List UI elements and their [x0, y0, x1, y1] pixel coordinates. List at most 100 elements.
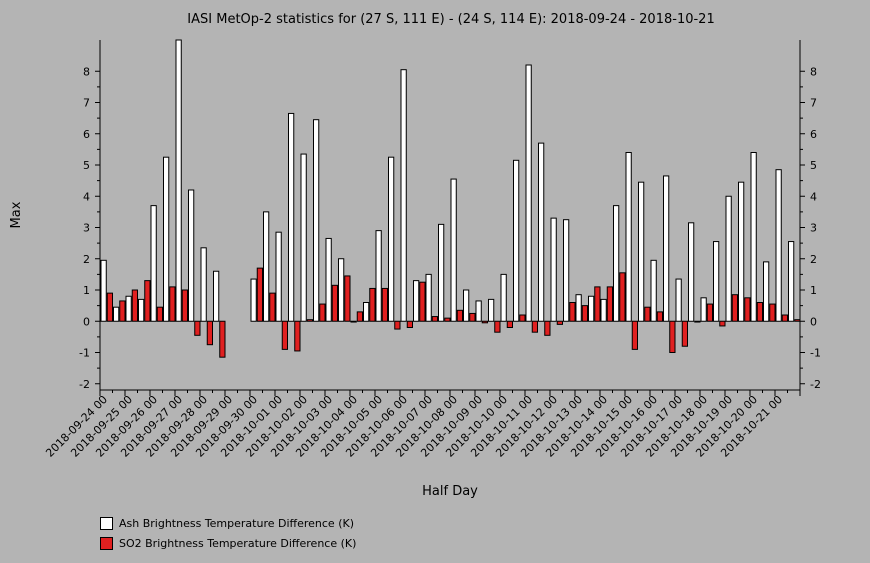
so2-bar — [344, 275, 351, 322]
ash-bar — [788, 241, 795, 322]
ash-bar — [163, 156, 170, 322]
ash-bar — [350, 320, 357, 323]
so2-bar — [219, 320, 226, 358]
ash-bar — [775, 169, 782, 322]
y-tick-label-left: 1 — [83, 284, 90, 297]
so2-bar — [519, 314, 526, 322]
y-tick-label-right: -2 — [810, 378, 821, 391]
ash-bar — [125, 295, 132, 322]
ash-bar — [113, 306, 120, 322]
ash-bar — [325, 237, 332, 322]
so2-bar — [419, 281, 426, 322]
ash-bar — [700, 297, 707, 322]
ash-bar — [300, 153, 307, 322]
ash-bar — [313, 119, 320, 322]
ash-bar — [513, 159, 520, 322]
so2-bar — [169, 286, 176, 322]
so2-bar — [331, 284, 338, 322]
legend-swatch-ash — [100, 516, 113, 530]
legend: Ash Brightness Temperature Difference (K… — [100, 513, 356, 553]
y-tick-label-right: 0 — [810, 315, 817, 328]
so2-bar — [794, 319, 801, 322]
x-axis-label: Half Day — [422, 484, 478, 499]
y-tick-label-right: 3 — [810, 222, 817, 235]
so2-bar — [531, 320, 538, 333]
so2-bar — [731, 294, 738, 322]
so2-bar — [306, 319, 313, 322]
so2-bar — [506, 320, 513, 328]
so2-bar — [456, 309, 463, 322]
ash-bar — [188, 189, 195, 322]
ash-bar — [663, 175, 670, 322]
so2-bar — [256, 267, 263, 322]
ash-bar — [463, 289, 470, 322]
ash-bar — [613, 205, 620, 322]
so2-bar — [294, 320, 301, 352]
so2-bar — [669, 320, 676, 353]
ash-bar — [500, 273, 507, 322]
so2-bar — [144, 280, 151, 322]
y-tick-label-left: -2 — [79, 378, 90, 391]
ash-bar — [175, 39, 182, 322]
ash-bar — [563, 219, 570, 322]
ash-bar — [675, 278, 682, 322]
ash-bar — [363, 302, 370, 322]
so2-bar — [631, 320, 638, 350]
ash-bar — [375, 230, 382, 322]
ash-bar — [488, 298, 495, 322]
y-tick-label-right: 7 — [810, 97, 817, 110]
so2-bar — [281, 320, 288, 350]
legend-swatch-so2 — [100, 536, 113, 550]
so2-bar — [206, 320, 213, 346]
ash-bar — [438, 223, 445, 322]
ash-bar — [638, 181, 645, 322]
y-tick-label-right: 8 — [810, 65, 817, 78]
so2-bar — [594, 286, 601, 322]
so2-bar — [194, 320, 201, 336]
ash-bar — [725, 195, 732, 322]
ash-bar — [575, 294, 582, 322]
ash-bar — [550, 217, 557, 322]
so2-bar — [269, 292, 276, 322]
ash-bar — [338, 258, 345, 322]
y-tick-label-left: 3 — [83, 222, 90, 235]
ash-bar — [413, 280, 420, 322]
ash-bar — [400, 69, 407, 322]
so2-bar — [369, 287, 376, 322]
so2-bar — [356, 311, 363, 322]
so2-bar — [769, 303, 776, 322]
so2-bar — [481, 320, 488, 324]
so2-bar — [556, 320, 563, 325]
so2-bar — [581, 305, 588, 322]
ash-bar — [275, 231, 282, 322]
so2-bar — [569, 302, 576, 322]
so2-bar — [444, 317, 451, 322]
so2-bar — [706, 303, 713, 322]
y-tick-label-left: 7 — [83, 97, 90, 110]
legend-item-ash: Ash Brightness Temperature Difference (K… — [100, 513, 356, 533]
so2-bar — [156, 306, 163, 322]
so2-bar — [181, 289, 188, 322]
so2-bar — [681, 320, 688, 347]
ash-bar — [738, 181, 745, 322]
ash-bar — [138, 298, 145, 322]
chart-title: IASI MetOp-2 statistics for (27 S, 111 E… — [187, 12, 714, 27]
ash-bar — [150, 205, 157, 322]
so2-bar — [319, 303, 326, 322]
ash-bar — [750, 152, 757, 322]
legend-label-so2: SO2 Brightness Temperature Difference (K… — [119, 536, 357, 550]
legend-item-so2: SO2 Brightness Temperature Difference (K… — [100, 533, 356, 553]
so2-bar — [394, 320, 401, 330]
bars-group — [100, 39, 801, 358]
y-tick-label-right: 1 — [810, 284, 817, 297]
ash-bar — [650, 259, 657, 322]
so2-bar — [694, 320, 701, 323]
ash-bar — [688, 222, 695, 322]
so2-bar — [619, 272, 626, 322]
so2-bar — [106, 292, 113, 322]
ash-bar — [713, 241, 720, 322]
y-tick-label-left: -1 — [79, 347, 90, 360]
y-tick-label-right: 4 — [810, 190, 817, 203]
ash-bar — [450, 178, 457, 322]
